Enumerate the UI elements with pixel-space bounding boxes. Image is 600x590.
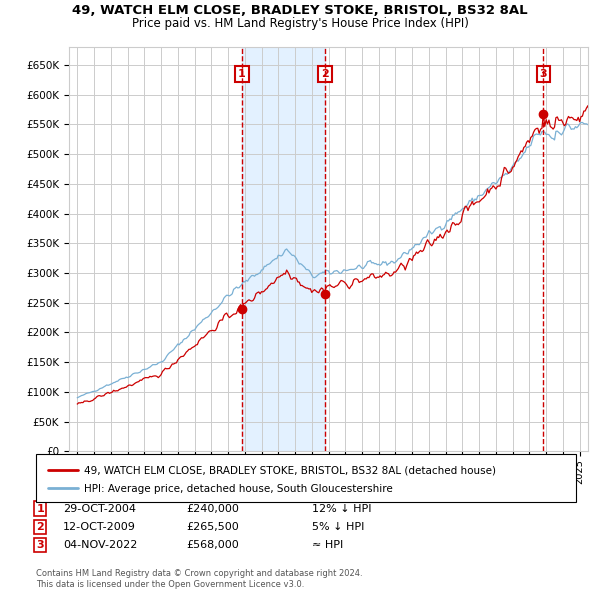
Text: 5% ↓ HPI: 5% ↓ HPI xyxy=(312,522,364,532)
Text: 29-OCT-2004: 29-OCT-2004 xyxy=(63,504,136,513)
Text: 2: 2 xyxy=(321,69,329,79)
Text: 2: 2 xyxy=(37,522,44,532)
Text: 1: 1 xyxy=(238,69,246,79)
Text: £568,000: £568,000 xyxy=(186,540,239,550)
Text: Contains HM Land Registry data © Crown copyright and database right 2024.
This d: Contains HM Land Registry data © Crown c… xyxy=(36,569,362,589)
Text: 12% ↓ HPI: 12% ↓ HPI xyxy=(312,504,371,513)
Text: 12-OCT-2009: 12-OCT-2009 xyxy=(63,522,136,532)
Text: 1: 1 xyxy=(37,504,44,513)
Text: 3: 3 xyxy=(37,540,44,550)
Text: Price paid vs. HM Land Registry's House Price Index (HPI): Price paid vs. HM Land Registry's House … xyxy=(131,17,469,30)
Text: 3: 3 xyxy=(539,69,547,79)
Text: £240,000: £240,000 xyxy=(186,504,239,513)
Text: 49, WATCH ELM CLOSE, BRADLEY STOKE, BRISTOL, BS32 8AL (detached house): 49, WATCH ELM CLOSE, BRADLEY STOKE, BRIS… xyxy=(84,466,496,476)
Text: 49, WATCH ELM CLOSE, BRADLEY STOKE, BRISTOL, BS32 8AL: 49, WATCH ELM CLOSE, BRADLEY STOKE, BRIS… xyxy=(72,4,528,17)
Text: ≈ HPI: ≈ HPI xyxy=(312,540,343,550)
Text: HPI: Average price, detached house, South Gloucestershire: HPI: Average price, detached house, Sout… xyxy=(84,484,393,494)
Text: £265,500: £265,500 xyxy=(186,522,239,532)
Text: 04-NOV-2022: 04-NOV-2022 xyxy=(63,540,137,550)
Bar xyxy=(242,47,325,451)
